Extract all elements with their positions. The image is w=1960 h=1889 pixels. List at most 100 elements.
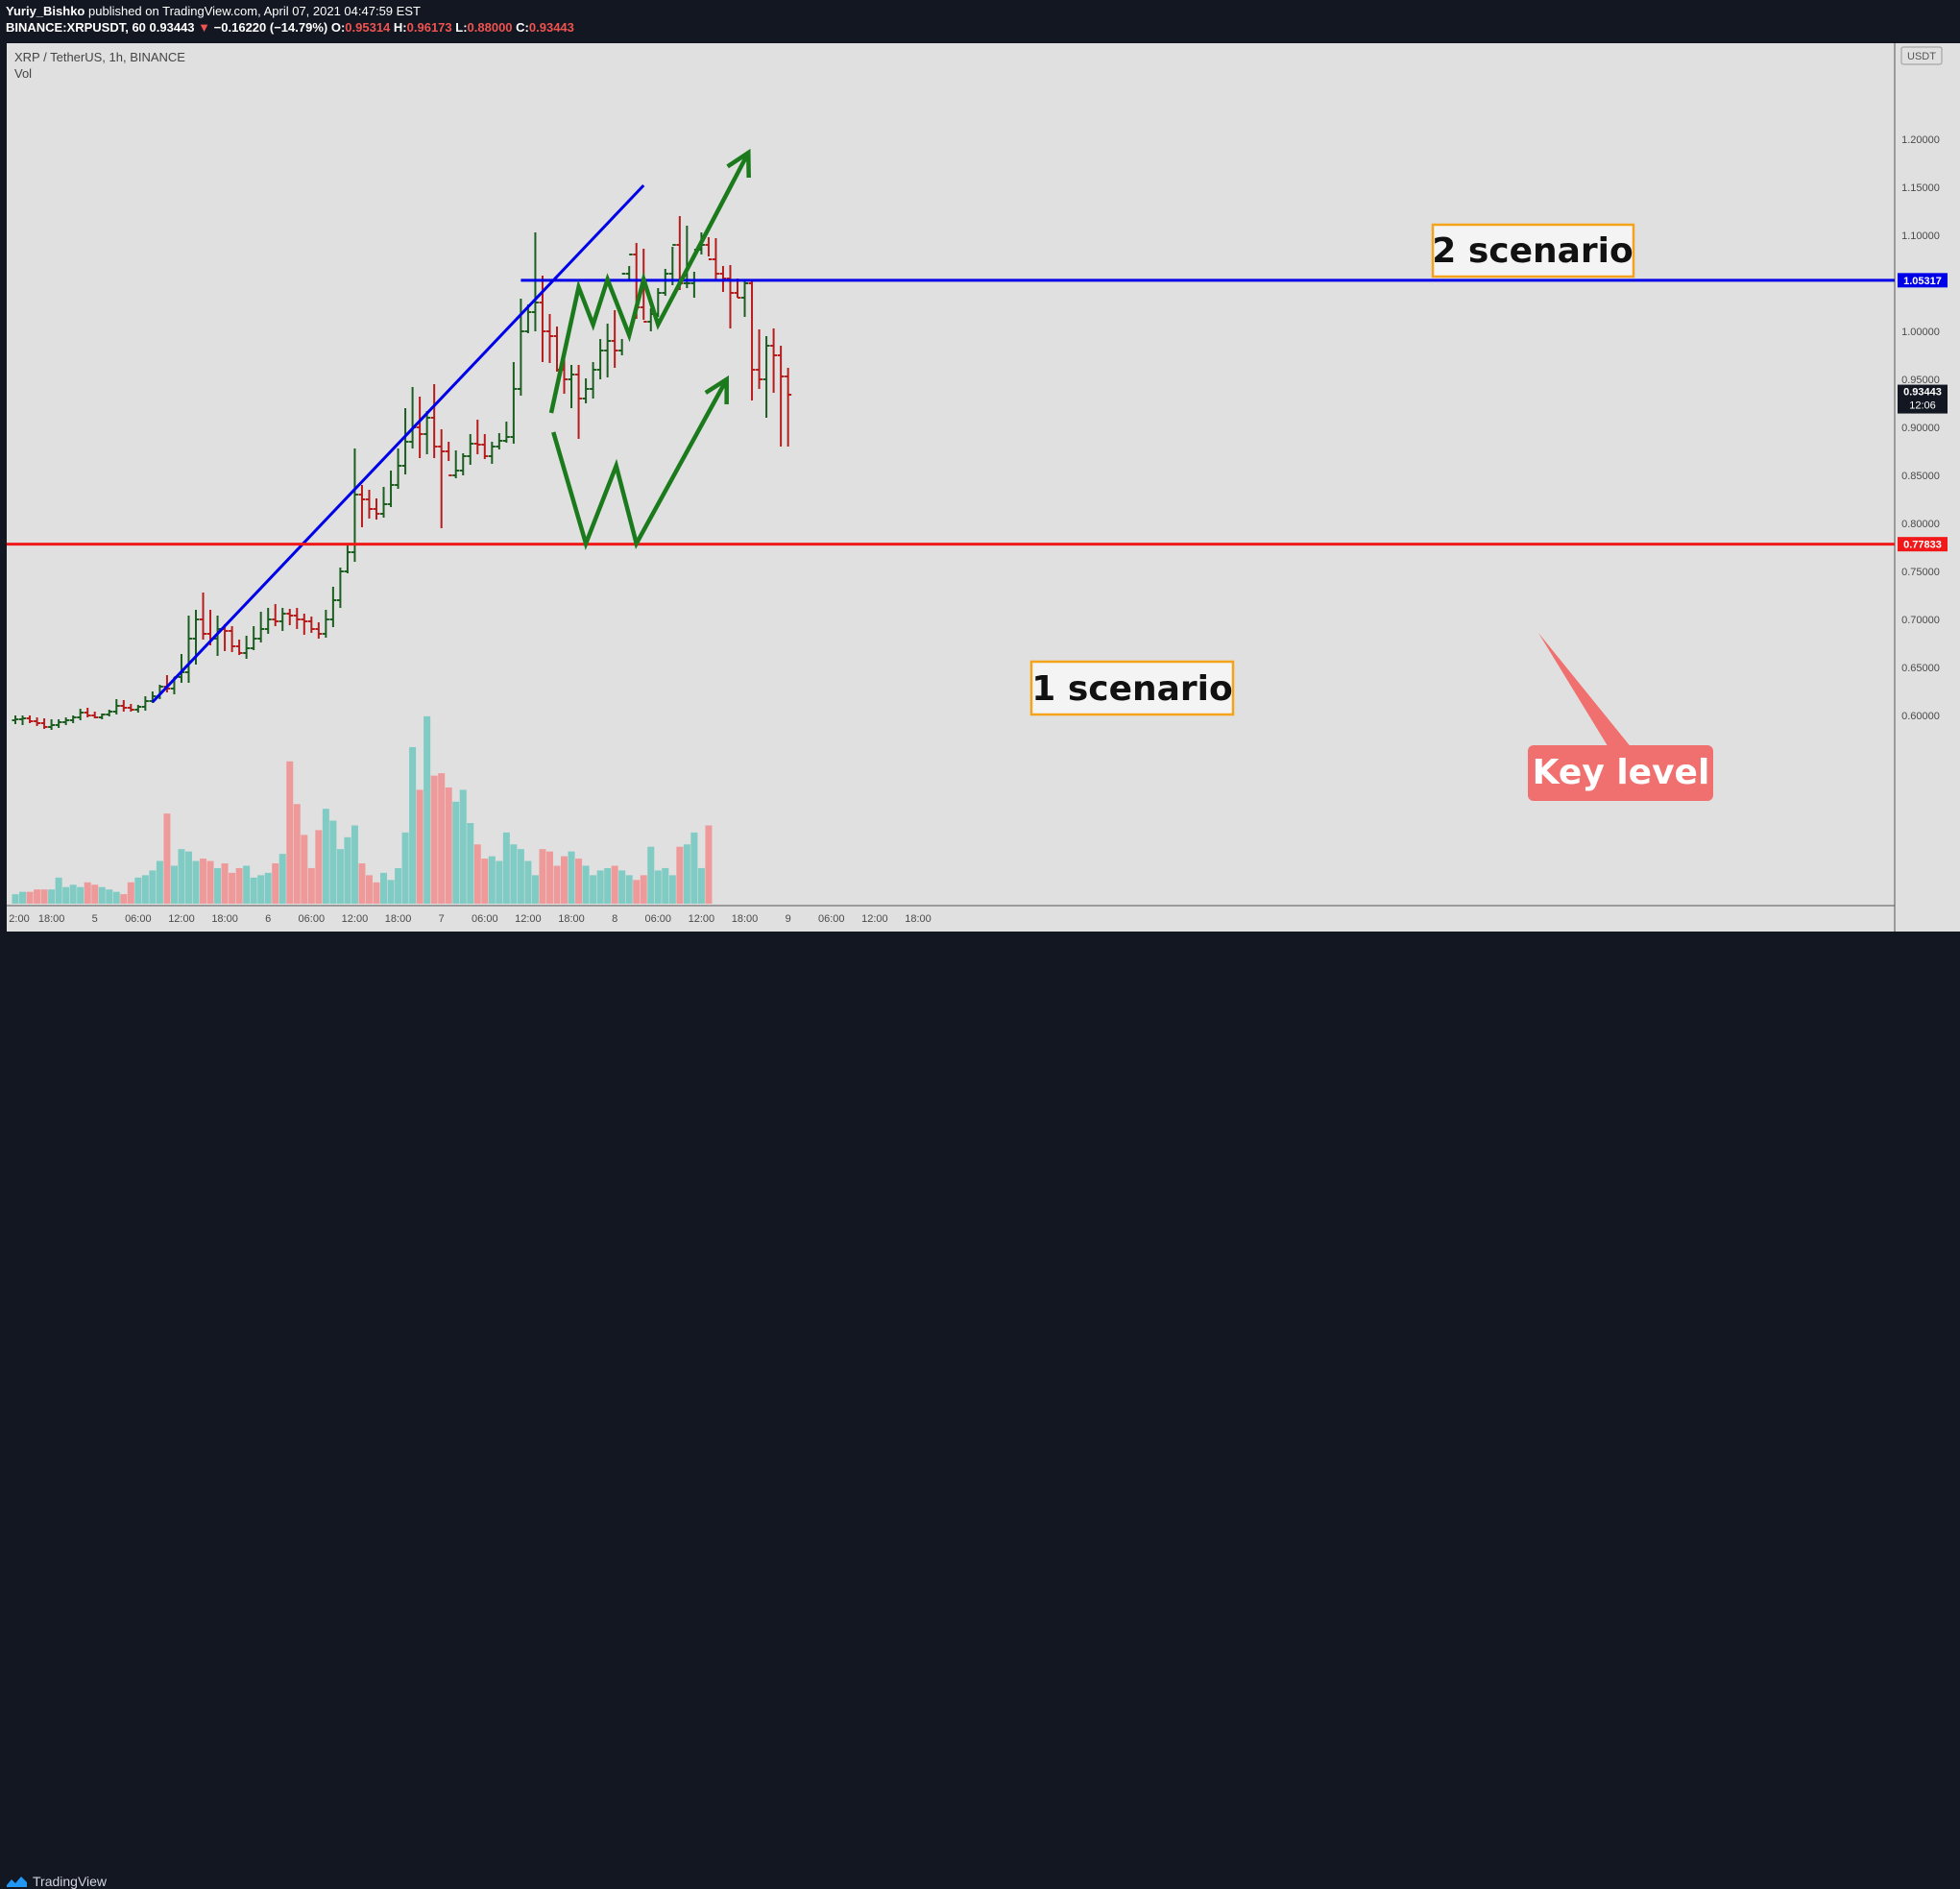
symbol-label: BINANCE:XRPUSDT, 60	[6, 20, 146, 35]
x-tick-label: 12:00	[861, 913, 888, 925]
ohlc-bar	[229, 626, 236, 652]
scenario-1-callout[interactable]: 1 scenario	[1029, 660, 1235, 716]
ohlc-bar	[777, 346, 785, 447]
ohlc-bar	[315, 622, 323, 639]
volume-bar	[373, 882, 380, 904]
ohlc-bar	[438, 429, 446, 528]
volume-bar	[351, 825, 358, 904]
x-tick-label: 5	[92, 913, 98, 925]
ohlc-bar	[272, 604, 279, 626]
ohlc-bar	[712, 238, 719, 280]
ohlc-bar	[748, 280, 756, 400]
volume-bar	[40, 889, 48, 904]
tradingview-brand[interactable]: TradingView	[33, 1874, 108, 1889]
ohlc-bar	[430, 384, 438, 458]
vol-label: Vol	[14, 66, 32, 81]
key-level-price-label: 0.77833	[1903, 540, 1942, 551]
low-value: 0.88000	[467, 20, 513, 35]
y-tick-label: 0.65000	[1901, 663, 1940, 674]
y-tick-label: 0.75000	[1901, 567, 1940, 578]
volume-bar	[662, 867, 669, 904]
ohlc-bar	[62, 717, 70, 725]
volume-bar	[278, 854, 286, 904]
price-axis[interactable]	[1895, 43, 1960, 932]
ohlc-bar	[459, 453, 467, 475]
resistance-price-label: 1.05317	[1903, 276, 1942, 287]
volume-bar	[106, 889, 113, 904]
volume-bar	[467, 823, 474, 904]
x-tick-label: 06:00	[472, 913, 498, 925]
ohlc-bar	[69, 715, 77, 723]
volume-bar	[676, 846, 684, 904]
volume-bar	[293, 804, 301, 904]
volume-bar	[575, 859, 583, 904]
ohlc-bar	[55, 719, 62, 728]
y-tick-label: 0.85000	[1901, 471, 1940, 482]
volume-bar	[301, 835, 308, 904]
ohlc-bar	[481, 434, 489, 459]
scenario-2-callout[interactable]: 2 scenario	[1431, 223, 1635, 279]
volume-bar	[496, 860, 503, 904]
x-tick-label: 18:00	[211, 913, 238, 925]
x-tick-label: 18:00	[38, 913, 65, 925]
trendline[interactable]	[151, 183, 645, 704]
volume-bar	[48, 889, 56, 904]
volume-bar	[344, 836, 351, 904]
volume-bar	[582, 865, 590, 904]
volume-bar	[430, 775, 438, 904]
ohlc-bar	[250, 626, 257, 650]
ohlc-bar	[445, 442, 452, 476]
scenario-1-path[interactable]	[551, 377, 729, 550]
ohlc-bar	[286, 609, 294, 625]
volume-bar	[633, 880, 641, 904]
volume-bar	[539, 849, 546, 904]
ohlc-bar	[524, 304, 532, 333]
volume-bar	[438, 773, 446, 904]
high-label: H:	[393, 20, 407, 35]
volume-bar	[322, 809, 329, 904]
ohlc-bar	[127, 704, 134, 712]
ohlc-bar	[278, 608, 286, 631]
price-change: −0.16220 (−14.79%)	[213, 20, 328, 35]
volume-bar	[654, 870, 662, 904]
ohlc-bar	[395, 448, 402, 489]
price-chart[interactable]: USDT XRP / TetherUS, 1h, BINANCE Vol 1.2…	[0, 0, 1960, 932]
volume-bar	[380, 872, 388, 904]
ohlc-bar	[662, 269, 669, 296]
ohlc-bar	[611, 310, 618, 368]
volume-bar	[611, 865, 618, 904]
tradingview-logo-icon[interactable]	[6, 1874, 29, 1889]
last-price-label: 0.93443	[1903, 387, 1942, 399]
y-tick-label: 0.95000	[1901, 375, 1940, 386]
volume-bar	[395, 867, 402, 904]
volume-bar	[416, 789, 423, 904]
volume-bar	[647, 846, 655, 904]
scenario-2-path[interactable]	[548, 151, 751, 414]
ohlc-bar	[293, 608, 301, 629]
x-tick-label: 06:00	[645, 913, 672, 925]
volume-bar	[690, 832, 698, 904]
volume-bar	[502, 832, 510, 904]
ohlc-bar	[590, 362, 597, 399]
volume-bar	[590, 875, 597, 904]
arrowhead-icon	[704, 375, 729, 405]
ohlc-bar	[26, 715, 34, 723]
ohlc-bar	[770, 328, 778, 393]
volume-bar	[149, 870, 157, 904]
key-level-callout[interactable]: Key level	[1528, 633, 1713, 801]
publish-info: Yuriy_Bishko published on TradingView.co…	[6, 4, 421, 18]
volume-bar	[545, 851, 553, 904]
volume-bar	[62, 886, 70, 904]
volume-bar	[488, 856, 496, 904]
volume-bar	[445, 787, 452, 904]
ohlc-bar	[726, 265, 734, 328]
ohlc-bar	[200, 593, 207, 640]
author-name[interactable]: Yuriy_Bishko	[6, 4, 85, 18]
volume-bar	[697, 867, 705, 904]
volume-bar	[459, 789, 467, 904]
ohlc-bar	[762, 336, 770, 418]
ohlc-bar	[91, 712, 99, 718]
last-price-tag: 0.93443 12:06	[1898, 384, 1948, 414]
key-level-pointer	[1538, 633, 1633, 749]
ohlc-bar	[336, 568, 344, 608]
